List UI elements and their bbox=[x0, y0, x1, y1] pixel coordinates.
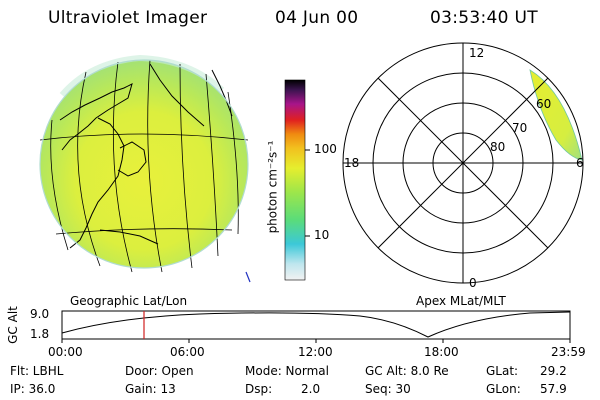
info-seq: Seq: 30 bbox=[365, 382, 411, 396]
info-mode: Mode: Normal bbox=[245, 364, 329, 378]
info-dsp-value: 2.0 bbox=[301, 382, 321, 396]
app-title: Ultraviolet Imager bbox=[48, 8, 208, 28]
altitude-tick-1-8: 1.8 bbox=[30, 327, 50, 341]
mlt-label-18: 18 bbox=[344, 156, 360, 170]
info-glon-value: 57.9 bbox=[540, 382, 567, 396]
colorbar-unit-label: photon cm⁻²s⁻¹ bbox=[265, 140, 280, 234]
mlt-label-12: 12 bbox=[469, 46, 485, 60]
time-tick-1800: 18:00 bbox=[424, 345, 459, 359]
time-tick-0000: 00:00 bbox=[48, 345, 83, 359]
time-tick-0600: 06:00 bbox=[170, 345, 205, 359]
mlat-label-70: 70 bbox=[512, 121, 528, 135]
info-glon-label: GLon: bbox=[486, 382, 521, 396]
info-glat-label: GLat: bbox=[486, 364, 519, 378]
apex-panel-title: Apex MLat/MLT bbox=[416, 294, 506, 308]
polar-mlt-plot bbox=[342, 42, 584, 284]
altitude-axis-label: GC Alt bbox=[5, 306, 20, 344]
info-gc-alt: GC Alt: 8.0 Re bbox=[365, 364, 449, 378]
info-ip: IP: 36.0 bbox=[10, 382, 56, 396]
altitude-tick-9: 9.0 bbox=[30, 307, 50, 321]
colorbar-tick-10: 10 bbox=[314, 228, 330, 242]
date-label: 04 Jun 00 bbox=[275, 8, 359, 28]
time-label: 03:53:40 UT bbox=[430, 8, 538, 28]
info-gain: Gain: 13 bbox=[125, 382, 176, 396]
mlat-label-80: 80 bbox=[490, 140, 506, 154]
info-door: Door: Open bbox=[125, 364, 194, 378]
mlt-label-6: 6 bbox=[576, 156, 584, 170]
time-tick-2359: 23:59 bbox=[551, 345, 586, 359]
mlat-label-60: 60 bbox=[536, 97, 552, 111]
time-tick-1200: 12:00 bbox=[298, 345, 333, 359]
info-glat-value: 29.2 bbox=[540, 364, 567, 378]
altitude-plot bbox=[61, 310, 571, 343]
colorbar-tick-100: 100 bbox=[314, 142, 337, 156]
info-flt: Flt: LBHL bbox=[10, 364, 64, 378]
geographic-panel-title: Geographic Lat/Lon bbox=[70, 294, 188, 308]
mlt-label-0: 0 bbox=[469, 276, 477, 290]
info-dsp-label: Dsp: bbox=[245, 382, 273, 396]
uv-earth-image bbox=[39, 54, 251, 283]
colorbar bbox=[284, 79, 310, 281]
